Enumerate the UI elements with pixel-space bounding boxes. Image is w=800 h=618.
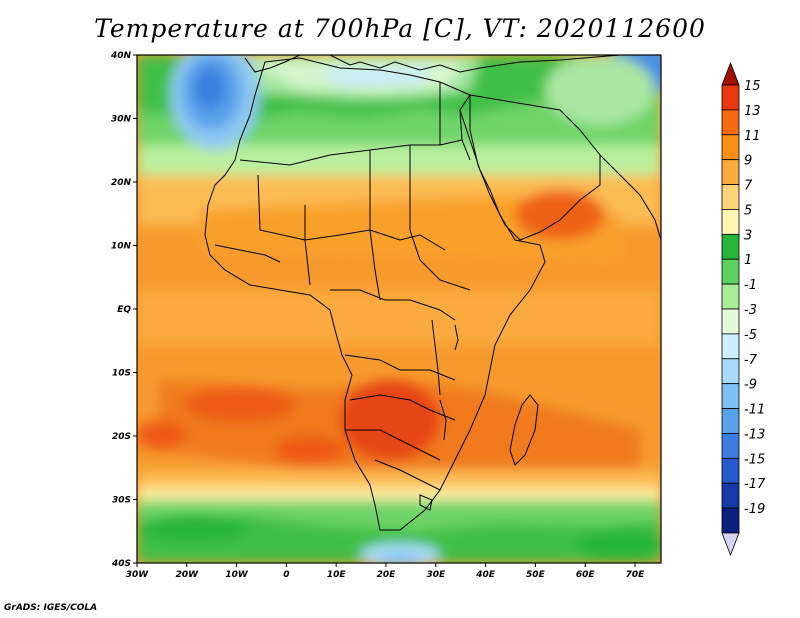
x-tick-label: 30E <box>426 570 446 580</box>
y-tick-label: 20N <box>111 178 132 188</box>
y-tick-label: 10N <box>111 242 132 252</box>
x-tick-label: 30W <box>126 570 150 580</box>
colorbar-label: 7 <box>744 179 753 194</box>
colorbar-label: -5 <box>744 328 757 343</box>
y-tick-label: 20S <box>112 432 131 442</box>
y-tick-label: 40S <box>111 559 131 569</box>
colorbar-segment <box>721 258 740 285</box>
chart-title: Temperature at 700hPa [C], VT: 202011260… <box>94 14 706 43</box>
y-tick-label: 30S <box>112 496 131 506</box>
x-tick-label: 50E <box>526 570 546 580</box>
y-tick-label: EQ <box>117 305 131 315</box>
colorbar-segment <box>721 283 740 310</box>
footer-credit: GrADS: IGES/COLA <box>4 603 98 613</box>
colorbar-label: 13 <box>744 104 761 119</box>
colorbar-label: -17 <box>744 477 766 492</box>
x-tick-label: 10E <box>327 570 347 580</box>
axes: 30W 20W 10W 0 10E 20E 30E 40E 50E 60E 70E 40N 30N 20N… <box>110 51 645 580</box>
x-tick-label: 40E <box>475 570 496 580</box>
colorbar-segment <box>721 408 740 434</box>
colorbar-label: 5 <box>744 203 752 218</box>
colorbar-segment <box>721 433 740 459</box>
y-tick-label: 30N <box>111 115 132 125</box>
coastlines <box>204 55 661 531</box>
colorbar-segment <box>721 209 740 235</box>
colorbar-label: -7 <box>744 353 758 368</box>
colorbar-label: 1 <box>744 253 752 268</box>
colorbar-label: -3 <box>744 303 757 318</box>
colorbar-label: 11 <box>744 129 761 144</box>
colorbar-label: -9 <box>744 378 757 393</box>
y-tick-label: 10S <box>112 369 131 379</box>
colorbar-segment <box>721 233 740 260</box>
x-tick-label: 0 <box>283 570 289 580</box>
colorbar-segment <box>721 358 740 385</box>
colorbar-segment <box>721 308 740 335</box>
y-tick-label: 40N <box>110 51 132 61</box>
x-tick-label: 10W <box>225 570 249 580</box>
colorbar-segment <box>721 383 740 409</box>
colorbar-bottom-arrow <box>721 532 740 557</box>
temperature-field <box>137 55 661 563</box>
x-tick-label: 70E <box>626 570 646 580</box>
colorbar-segment <box>721 184 740 210</box>
colorbar-label: -19 <box>744 502 765 517</box>
colorbar-label: 3 <box>744 228 752 243</box>
colorbar-segment <box>721 457 740 484</box>
colorbar-label: -11 <box>744 403 765 418</box>
colorbar-label: -1 <box>744 278 757 293</box>
x-tick-label: 20E <box>377 570 397 580</box>
colorbar-segment <box>721 482 740 509</box>
colorbar-segment <box>721 507 740 534</box>
colorbar-top-arrow <box>721 61 740 86</box>
colorbar-label: 9 <box>744 154 752 169</box>
colorbar-label: -13 <box>744 427 765 442</box>
x-tick-label: 60E <box>576 570 596 580</box>
colorbar: 15 13 11 9 7 5 3 1 -1 -3 -5 -7 -9 -11 -13 -15 -17 -19 <box>721 61 766 557</box>
x-tick-label: 20W <box>176 570 200 580</box>
colorbar-segment <box>721 333 740 360</box>
colorbar-label: -15 <box>744 452 765 467</box>
colorbar-segment <box>721 109 740 136</box>
colorbar-segment <box>721 134 740 161</box>
colorbar-label: 15 <box>744 79 761 94</box>
colorbar-segment <box>721 159 740 185</box>
colorbar-segment <box>721 84 740 111</box>
